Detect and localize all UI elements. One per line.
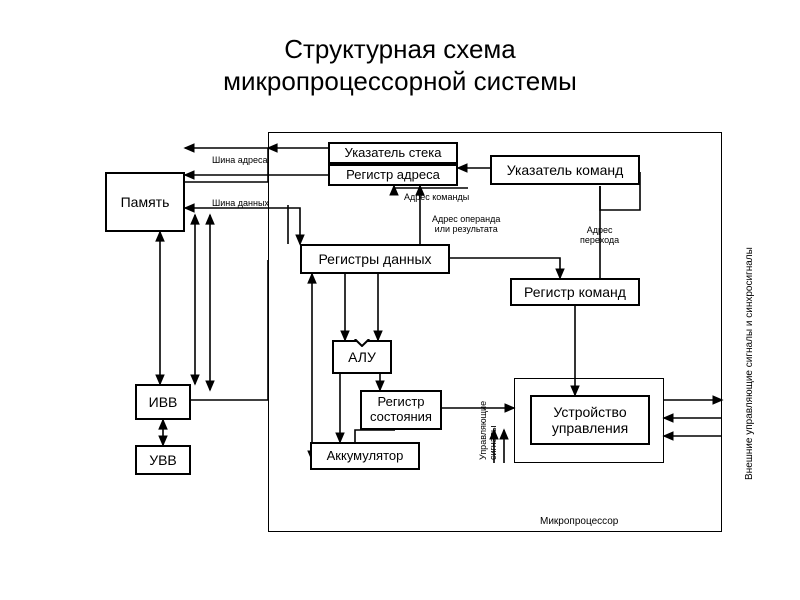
- vlabel-ext_sig: Внешние управляющие сигналы и синхросигн…: [744, 247, 755, 480]
- node-data_regs: Регистры данных: [300, 244, 450, 274]
- node-alu-label: АЛУ: [348, 349, 376, 365]
- node-stack_ptr-label: Указатель стека: [345, 146, 442, 161]
- node-accumulator: Аккумулятор: [310, 442, 420, 470]
- label-bus_addr: Шина адреса: [212, 155, 268, 165]
- title-line2: микропроцессорной системы: [0, 66, 800, 97]
- node-memory: Память: [105, 172, 185, 232]
- node-uvv-label: УВВ: [149, 452, 177, 468]
- node-accumulator-label: Аккумулятор: [327, 449, 404, 464]
- label-bus_data: Шина данных: [212, 198, 269, 208]
- node-ivv: ИВВ: [135, 384, 191, 420]
- microprocessor-caption: Микропроцессор: [540, 516, 618, 527]
- node-stack_ptr: Указатель стека: [328, 142, 458, 164]
- node-cmd_reg-label: Регистр команд: [524, 284, 626, 300]
- node-status_reg: Регистр состояния: [360, 390, 442, 430]
- label-op_addr: Адрес операнда или результата: [432, 214, 500, 234]
- node-cmd_ptr: Указатель команд: [490, 155, 640, 185]
- label-cmd_addr: Адрес команды: [404, 192, 469, 202]
- node-cmd_reg: Регистр команд: [510, 278, 640, 306]
- edge-ivv-to-bus: [191, 260, 268, 400]
- node-ctrl_inner: [514, 378, 664, 463]
- node-memory-label: Память: [121, 194, 170, 210]
- label-jump_addr: Адрес перехода: [580, 225, 619, 245]
- node-ivv-label: ИВВ: [149, 394, 178, 410]
- title-line1: Структурная схема: [0, 34, 800, 65]
- node-uvv: УВВ: [135, 445, 191, 475]
- node-status_reg-label: Регистр состояния: [370, 395, 432, 425]
- node-data_regs-label: Регистры данных: [318, 251, 431, 267]
- node-addr_reg-label: Регистр адреса: [346, 168, 440, 183]
- microprocessor-container: [268, 132, 722, 532]
- node-cmd_ptr-label: Указатель команд: [507, 162, 624, 178]
- vlabel-ctrl_sig: Управляющие сигналы: [478, 401, 498, 460]
- node-addr_reg: Регистр адреса: [328, 164, 458, 186]
